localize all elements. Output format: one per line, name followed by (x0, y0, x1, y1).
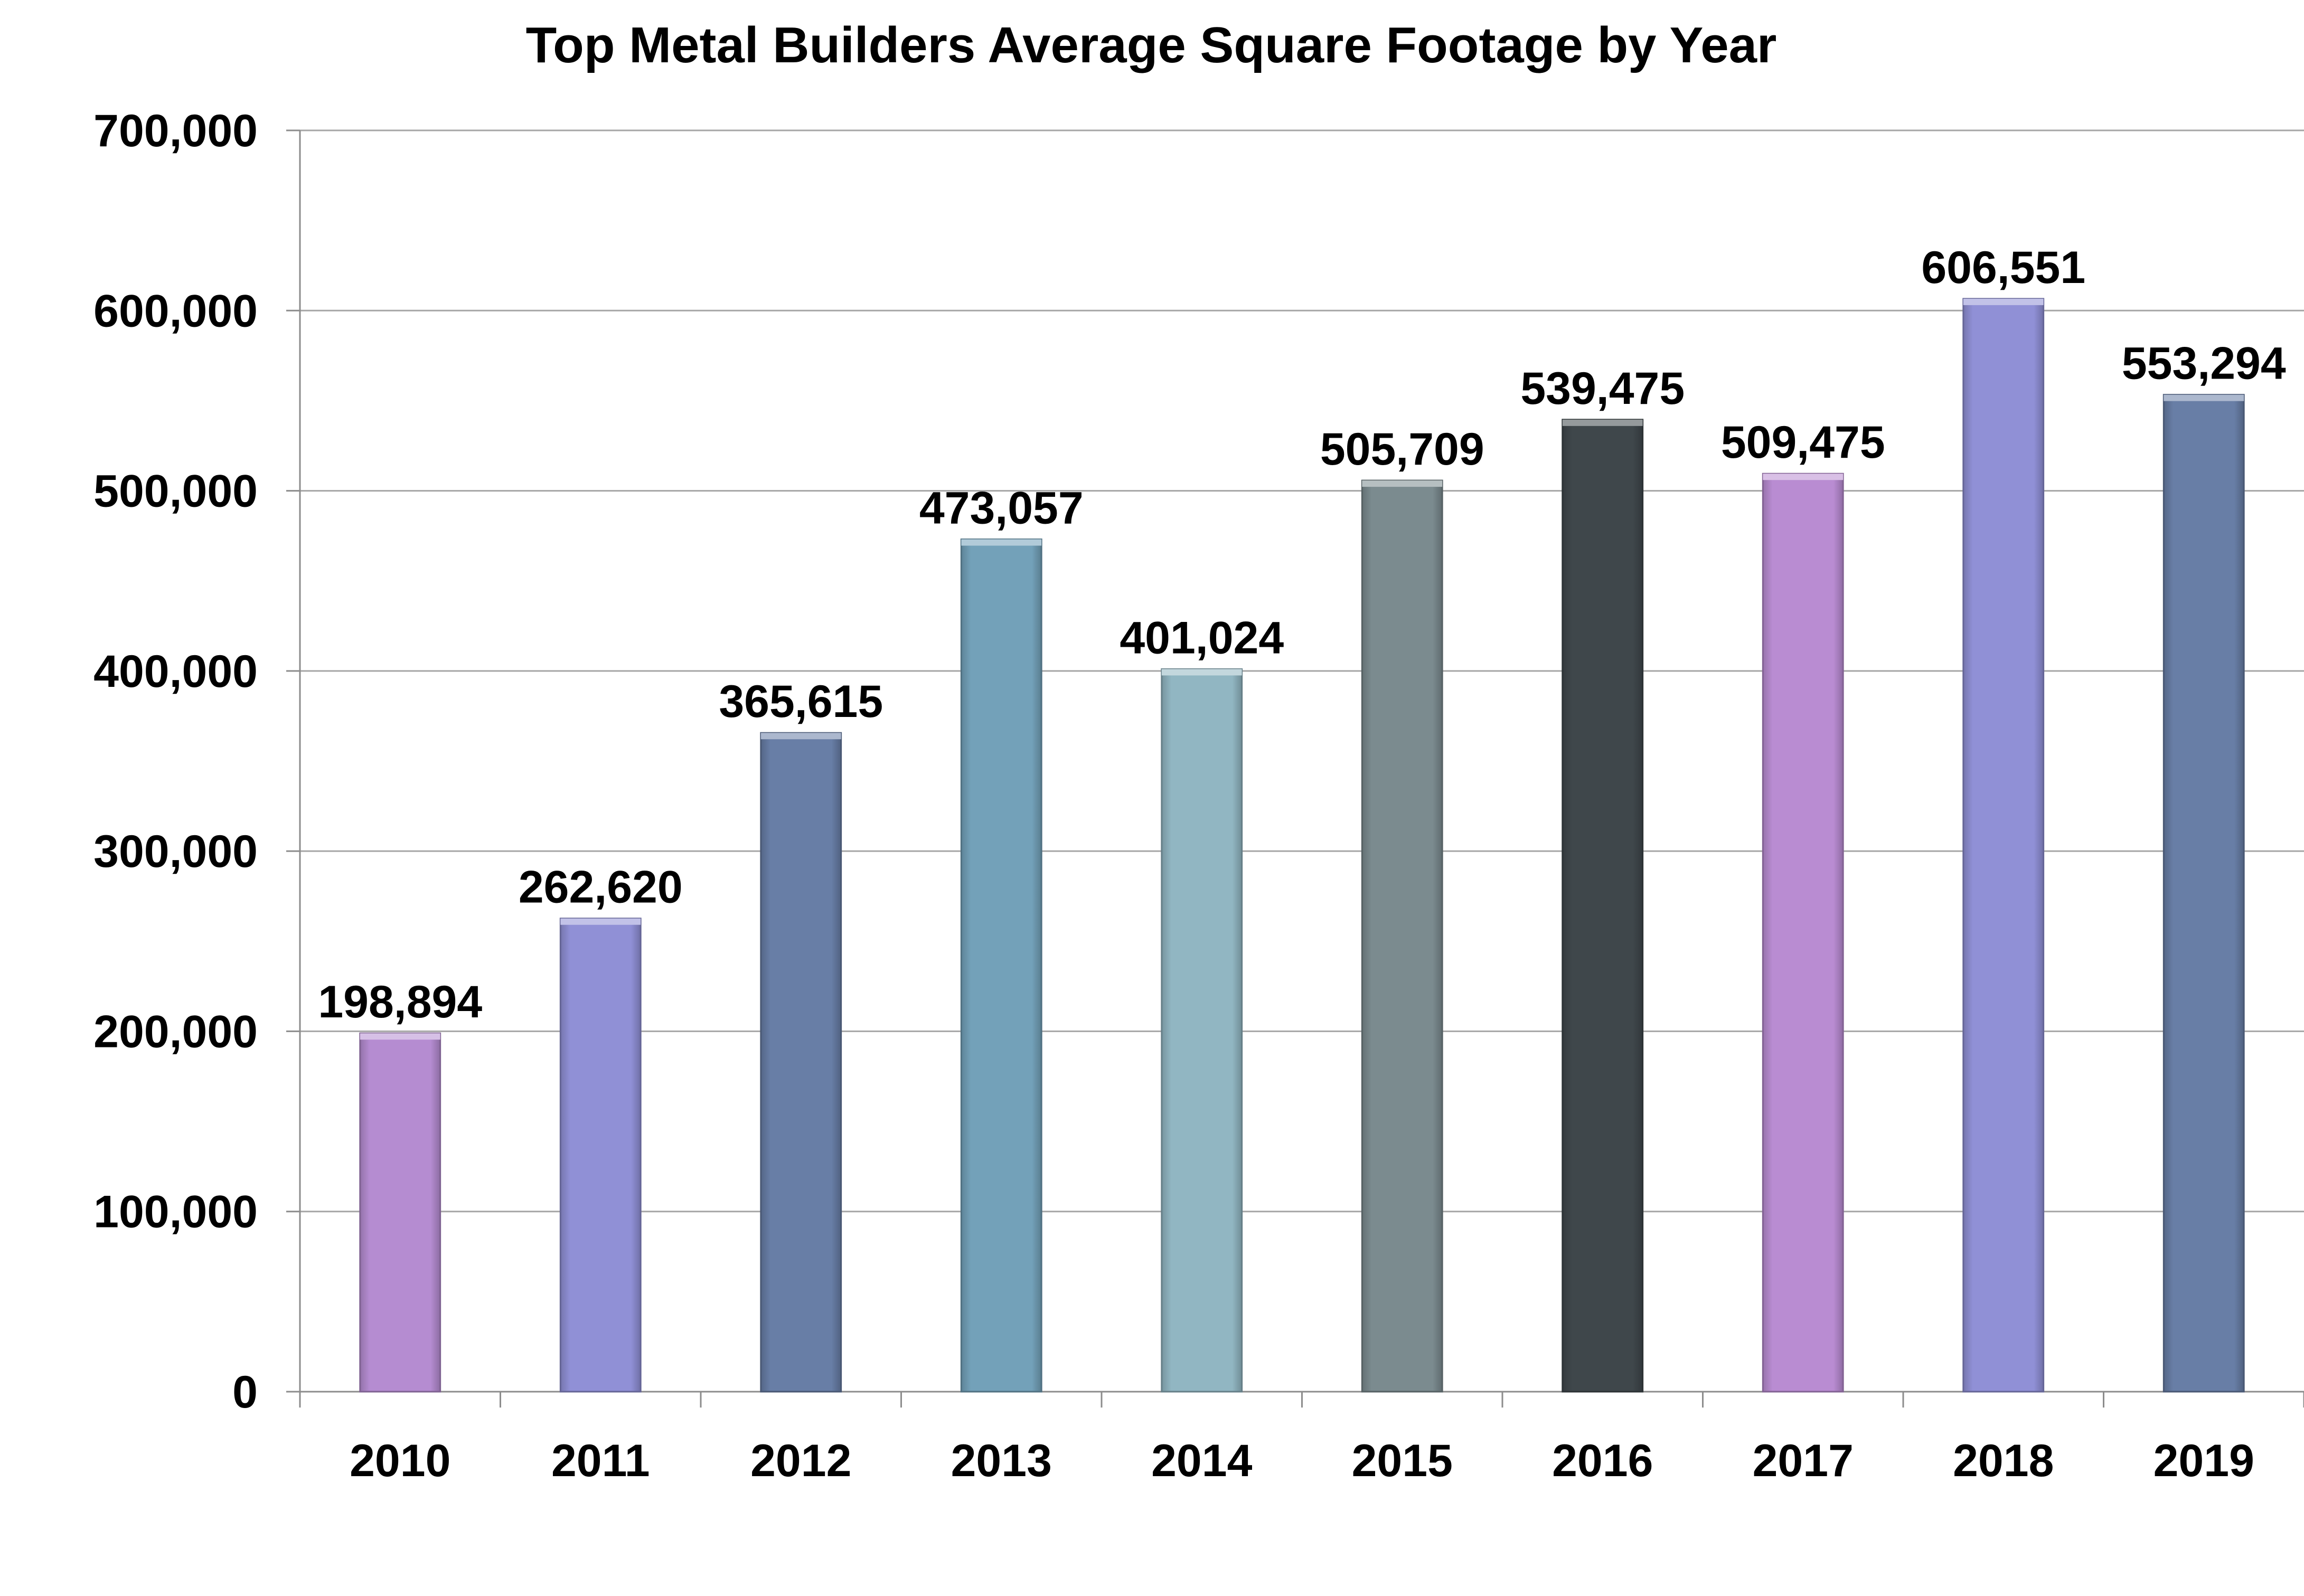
y-tick-label: 300,000 (93, 826, 258, 877)
y-tick-label: 200,000 (93, 1006, 258, 1057)
x-tick-label: 2018 (1953, 1436, 2054, 1486)
y-axis-ticks: 0 100,000 200,000 300,000 400,000 500,000 600,… (93, 106, 258, 1418)
bars (359, 298, 2245, 1393)
data-label: 539,475 (1520, 363, 1685, 414)
bar-2016 (1562, 419, 1644, 1393)
x-tick-label: 2010 (350, 1436, 450, 1486)
bar-top-highlight (1763, 474, 1844, 480)
x-tick-label: 2014 (1151, 1436, 1252, 1486)
bar-top-highlight (961, 539, 1042, 546)
data-label: 401,024 (1120, 612, 1284, 663)
bar-top-highlight (560, 918, 641, 925)
y-tick-label: 0 (232, 1367, 258, 1418)
x-tick-label: 2016 (1552, 1436, 1653, 1486)
bar-2017 (1762, 473, 1844, 1393)
bar-2015 (1361, 479, 1443, 1393)
data-label: 365,615 (719, 676, 883, 727)
bar-2011 (559, 918, 642, 1393)
data-label: 198,894 (318, 977, 482, 1027)
chart-title: Top Metal Builders Average Square Footag… (526, 17, 1777, 73)
x-axis-ticks: 2010 2011 2012 2013 2014 2015 2016 2017 2018 2019 (350, 1436, 2254, 1486)
bar-top-highlight (1963, 298, 2044, 305)
data-label: 505,709 (1320, 424, 1484, 475)
y-tick-label: 400,000 (93, 646, 258, 697)
bar-top-highlight (2164, 394, 2244, 401)
bar-top-highlight (360, 1033, 440, 1040)
bar-2010 (359, 1032, 441, 1393)
bar-top-highlight (760, 733, 841, 740)
bar-top-highlight (1161, 669, 1242, 676)
bar-2018 (1962, 298, 2045, 1393)
data-label: 553,294 (2122, 338, 2286, 389)
bar-top-highlight (1562, 419, 1643, 426)
x-tick-label: 2012 (750, 1436, 851, 1486)
data-label: 473,057 (919, 483, 1084, 534)
y-tick-label: 500,000 (93, 466, 258, 517)
bar-2012 (760, 732, 842, 1393)
data-label: 606,551 (1921, 242, 2085, 293)
y-tick-label: 100,000 (93, 1187, 258, 1238)
bar-2014 (1161, 668, 1243, 1393)
bar-2019 (2162, 394, 2245, 1393)
data-label: 509,475 (1721, 417, 1885, 468)
bar-top-highlight (1362, 480, 1443, 487)
x-tick-label: 2015 (1352, 1436, 1453, 1486)
x-tick-label: 2011 (551, 1436, 650, 1486)
bar-2013 (960, 539, 1042, 1393)
x-tick-label: 2017 (1753, 1436, 1854, 1486)
x-tick-label: 2019 (2153, 1436, 2254, 1486)
y-tick-label: 600,000 (93, 286, 258, 336)
data-labels: 198,894 262,620 365,615 473,057 401,024 505,7… (318, 242, 2286, 1027)
data-label: 262,620 (519, 862, 683, 913)
y-tick-label: 700,000 (93, 106, 258, 156)
x-tick-label: 2013 (951, 1436, 1052, 1486)
